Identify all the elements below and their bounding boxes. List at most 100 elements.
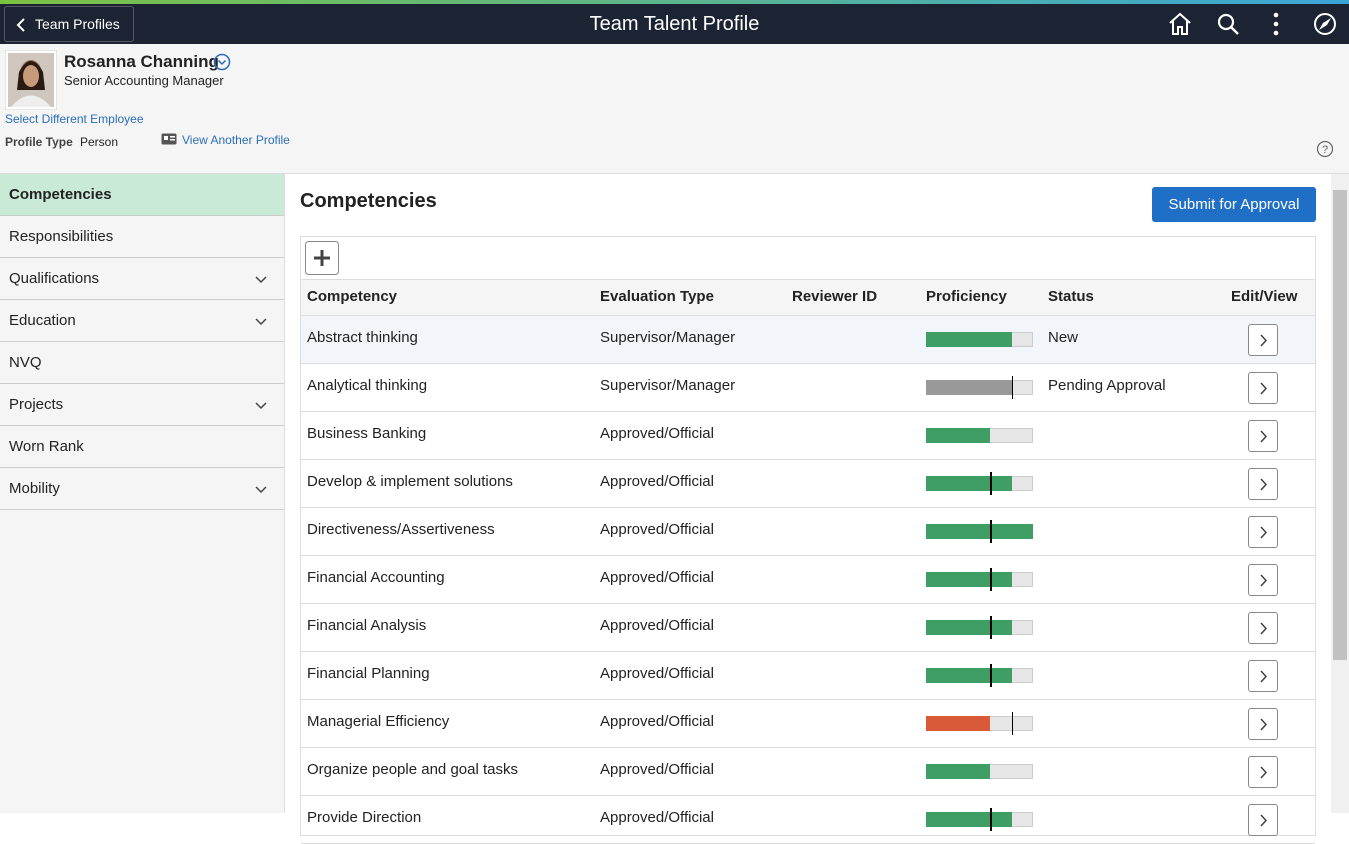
expand-icon [255,276,267,284]
column-header: Evaluation Type [600,288,714,305]
chevron [1260,814,1268,827]
proficiency-bar [926,428,991,443]
name-menu[interactable] [213,53,231,71]
nav-item[interactable]: Competencies [0,174,284,216]
competency: Abstract thinking [307,329,418,346]
table-row: Financial Accounting Approved/Official [301,556,1315,604]
proficiency-track [926,520,1033,543]
edit-button[interactable] [1248,516,1278,548]
evaluation-type: Approved/Official [600,665,714,682]
help-icon[interactable]: ? [1316,140,1334,158]
edit-button[interactable] [1248,420,1278,452]
edit-button[interactable] [1248,468,1278,500]
edit-button[interactable] [1248,708,1278,740]
evaluation-type: Approved/Official [600,761,714,778]
table-row: Abstract thinking Supervisor/Manager New [301,316,1315,364]
edit-button[interactable] [1248,660,1278,692]
edit-button[interactable] [1248,372,1278,404]
edit-button[interactable] [1248,564,1278,596]
proficiency-track [926,332,1033,347]
table-row: Financial Planning Approved/Official [301,652,1315,700]
side-nav: Competencies Responsibilities Qualificatio… [0,174,285,813]
section-title: Competencies [300,190,437,212]
proficiency-track [926,808,1033,831]
edit-button[interactable] [1248,756,1278,788]
nav-label: Qualifications [9,270,100,287]
target-marker [990,472,992,495]
proficiency-track [926,712,1033,735]
header-icons[interactable] [1166,10,1342,38]
nav-item[interactable]: Qualifications [0,258,284,300]
competency: Business Banking [307,425,427,442]
nav-item[interactable]: Education [0,300,284,342]
nav-item[interactable]: NVQ [0,342,284,384]
proficiency-bar [926,764,991,779]
table-row: Develop & implement solutions Approved/Of… [301,460,1315,508]
evaluation-type: Approved/Official [600,569,714,586]
select-employee-link[interactable]: Select Different Employee [5,112,144,126]
nav-item[interactable]: Worn Rank [0,426,284,468]
profile-type-label: Profile Type [5,135,73,149]
target-marker [990,664,992,687]
proficiency-track [926,428,1033,443]
chevron [1260,430,1268,443]
nav-item[interactable]: Projects [0,384,284,426]
status: Pending Approval [1048,377,1166,394]
back-button[interactable]: Team Profiles [4,6,134,42]
competency: Financial Analysis [307,617,427,634]
table-row: Directiveness/Assertiveness Approved/Offi… [301,508,1315,556]
proficiency-track [926,664,1033,687]
chevron [1260,766,1268,779]
nav-label: Mobility [9,480,60,497]
proficiency-bar [926,572,1012,587]
table-row: Business Banking Approved/Official [301,412,1315,460]
competency: Directiveness/Assertiveness [307,521,495,538]
column-header: Reviewer ID [792,288,878,305]
nav-item[interactable]: Responsibilities [0,216,284,258]
chevron [1260,334,1268,347]
proficiency-bar [926,380,1012,395]
target-marker [990,808,992,831]
target-marker [990,520,992,543]
column-header: Status [1048,288,1094,305]
evaluation-type: Supervisor/Manager [600,329,736,346]
card-icon [161,133,177,145]
column-header: Proficiency [926,288,1007,305]
competency: Financial Accounting [307,569,445,586]
edit-button[interactable] [1248,612,1278,644]
expand-icon [255,486,267,494]
proficiency-track [926,764,1033,779]
table-header [301,279,1315,316]
proficiency-bar [926,476,1012,491]
proficiency-bar [926,812,1012,827]
employee-name: Rosanna Channing [64,52,219,71]
table-row: Provide Direction Approved/Official [301,796,1315,844]
edit-button[interactable] [1248,324,1278,356]
view-another-link[interactable]: View Another Profile [182,133,290,147]
header-bar: Team Profiles Team Talent Profile [0,4,1349,44]
table-row: Financial Analysis Approved/Official [301,604,1315,652]
evaluation-type: Approved/Official [600,473,714,490]
nav-item[interactable]: Mobility [0,468,284,510]
page-title: Team Talent Profile [589,13,760,35]
competency: Provide Direction [307,809,422,826]
nav-label: NVQ [9,354,42,371]
evaluation-type: Approved/Official [600,425,714,442]
evaluation-type: Approved/Official [600,809,714,826]
proficiency-track [926,616,1033,639]
nav-label: Projects [9,396,64,413]
proficiency-track [926,568,1033,591]
employee-photo [5,50,57,110]
target-marker [990,568,992,591]
chevron [1260,622,1268,635]
competency: Financial Planning [307,665,430,682]
edit-button[interactable] [1248,804,1278,836]
chevron [1260,382,1268,395]
column-header: Competency [307,288,398,305]
chevron [1260,478,1268,491]
submit-button[interactable]: Submit for Approval [1152,187,1316,222]
evaluation-type: Approved/Official [600,521,714,538]
proficiency-bar [926,668,1012,683]
add-button[interactable] [305,241,339,275]
